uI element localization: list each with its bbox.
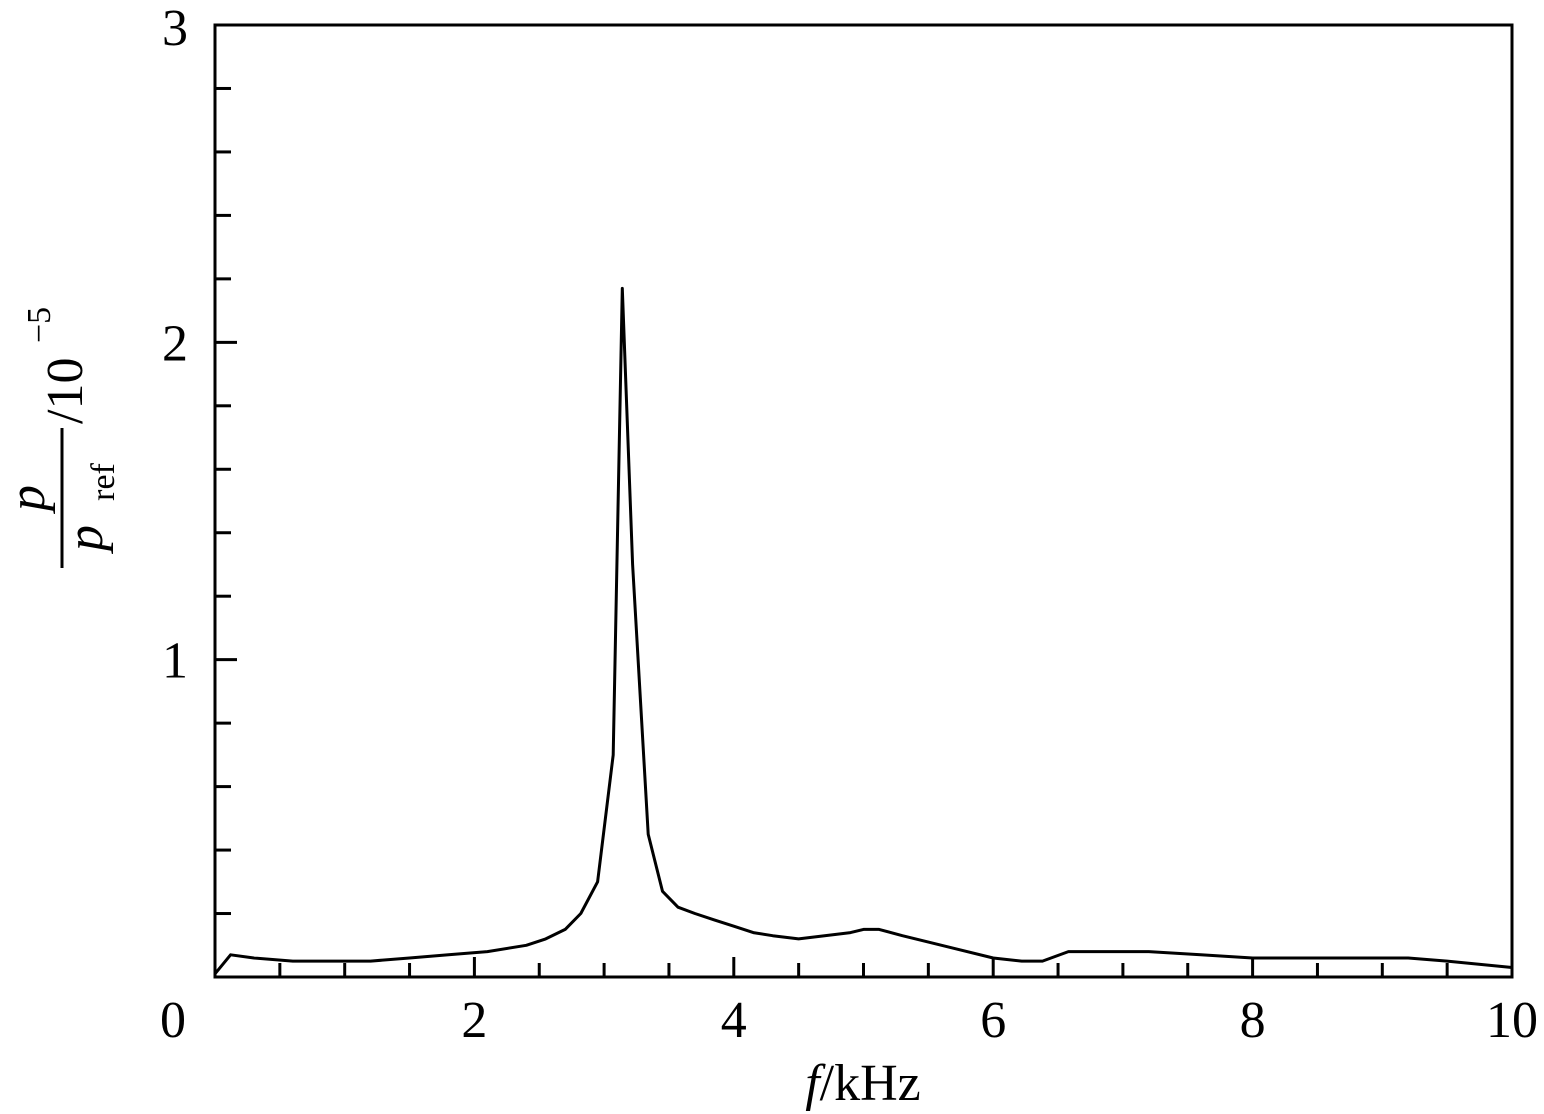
series-line [213,286,1513,975]
x-tick-label: 6 [980,992,1006,1049]
y-axis-denominator-subscript: ref [85,462,122,500]
x-tick-label: 10 [1486,992,1538,1049]
x-axis-unit: /kHz [820,1055,921,1112]
y-axis-scale-exponent: −5 [21,307,58,343]
y-tick-label: 3 [162,0,188,57]
y-axis-label: p p ref /10 −5 [0,307,122,568]
y-axis-scale: /10 [37,358,94,424]
x-tick-label: 8 [1240,992,1266,1049]
x-tick-label: 2 [461,992,487,1049]
x-tick-label: 4 [721,992,747,1049]
y-axis-numerator: p [0,485,56,515]
y-tick-label: 1 [162,633,188,690]
ticks-layer [213,23,1514,979]
plot-frame [213,23,1514,979]
x-axis-label: f/kHz [805,1055,921,1112]
y-tick-label: 2 [162,315,188,372]
y-axis-denominator: p [57,525,114,555]
x-tick-label: 0 [160,992,186,1049]
